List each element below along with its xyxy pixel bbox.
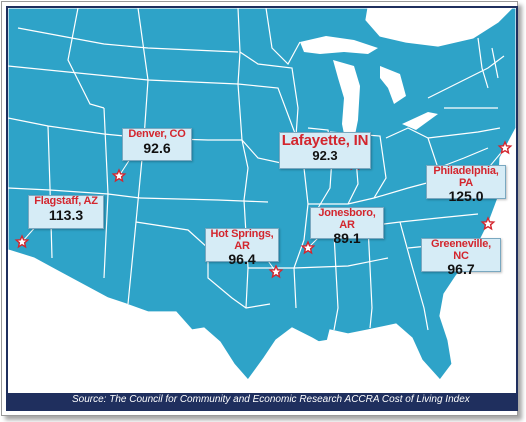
lake-huron bbox=[380, 66, 406, 104]
index-value: 96.4 bbox=[228, 251, 256, 268]
star-icon-philadelphia bbox=[497, 140, 513, 155]
figure-frame: Denver, CO 92.6 Lafayette, IN 92.3 Flags… bbox=[1, 1, 518, 416]
label-lafayette: Lafayette, IN 92.3 bbox=[279, 132, 371, 169]
index-value: 96.7 bbox=[447, 261, 475, 278]
label-hot-springs: Hot Springs, AR 96.4 bbox=[205, 228, 279, 266]
label-flagstaff: Flagstaff, AZ 113.3 bbox=[28, 195, 104, 229]
label-jonesboro: Jonesboro, AR 89.1 bbox=[310, 207, 384, 245]
gulf-water bbox=[268, 330, 438, 409]
city-name: Jonesboro, AR bbox=[318, 207, 376, 231]
label-philadelphia: Philadelphia, PA 125.0 bbox=[426, 165, 506, 203]
city-name: Hot Springs, AR bbox=[210, 228, 274, 252]
source-citation: Source: The Council for Community and Ec… bbox=[72, 394, 470, 405]
city-name: Greeneville, NC bbox=[431, 238, 491, 262]
star-icon-denver bbox=[111, 168, 127, 183]
us-map: Denver, CO 92.6 Lafayette, IN 92.3 Flags… bbox=[6, 6, 518, 411]
star-icon-hot-springs bbox=[268, 264, 284, 279]
city-name: Lafayette, IN bbox=[281, 132, 369, 149]
index-value: 125.0 bbox=[448, 188, 484, 205]
lake-erie bbox=[402, 112, 438, 130]
star-icon-greeneville bbox=[480, 216, 496, 231]
us-states-svg bbox=[8, 8, 516, 409]
state-borders bbox=[8, 8, 505, 331]
city-name: Flagstaff, AZ bbox=[34, 195, 98, 207]
index-value: 89.1 bbox=[333, 230, 361, 247]
star-icon-flagstaff bbox=[14, 234, 30, 249]
label-denver: Denver, CO 92.6 bbox=[122, 128, 192, 161]
lake-michigan bbox=[333, 60, 360, 144]
star-icon-jonesboro bbox=[300, 240, 316, 255]
lake-superior bbox=[300, 36, 378, 54]
source-bar: Source: The Council for Community and Ec… bbox=[8, 393, 516, 409]
index-value: 113.3 bbox=[48, 206, 84, 223]
index-value: 92.6 bbox=[143, 139, 171, 156]
city-name: Philadelphia, PA bbox=[433, 165, 499, 189]
us-landmass bbox=[8, 8, 516, 381]
city-name: Denver, CO bbox=[128, 128, 186, 140]
label-greeneville: Greeneville, NC 96.7 bbox=[421, 238, 501, 276]
index-value: 92.3 bbox=[312, 147, 338, 163]
